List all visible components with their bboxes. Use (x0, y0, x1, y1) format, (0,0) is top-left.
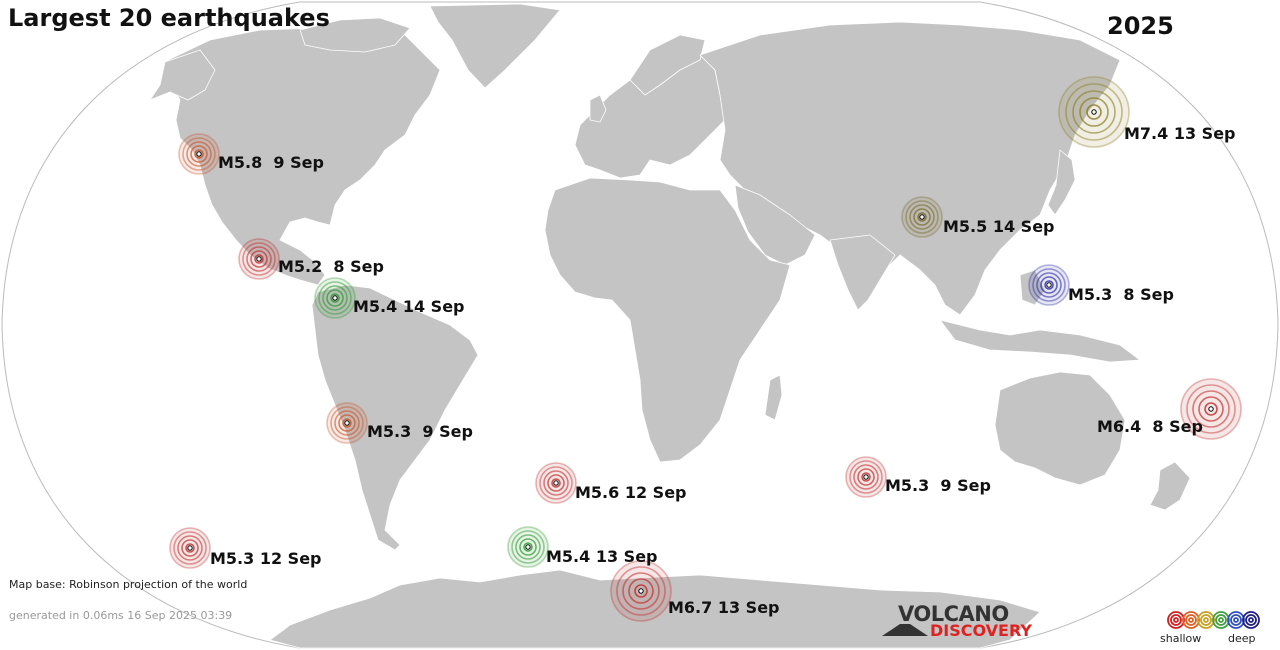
quake-marker[interactable] (314, 277, 356, 319)
land-australia (994, 371, 1126, 486)
legend-depth-circle (1197, 611, 1215, 629)
quake-label: M5.3 9 Sep (367, 422, 473, 441)
land-arctic-islands (299, 17, 411, 53)
land-greenland (429, 3, 561, 89)
legend-depth-circle (1227, 611, 1245, 629)
quake-label: M5.4 14 Sep (353, 297, 465, 316)
land-south-america (311, 284, 479, 551)
land-scandinavia (629, 34, 706, 96)
depth-legend-circles (1167, 611, 1260, 629)
quake-markers (169, 76, 1242, 622)
quake-marker[interactable] (535, 462, 577, 504)
map-base-note: Map base: Robinson projection of the wor… (9, 578, 248, 591)
legend-depth-circle (1242, 611, 1260, 629)
quake-marker[interactable] (507, 526, 549, 568)
quake-label: M5.3 12 Sep (210, 549, 322, 568)
quake-label: M6.4 8 Sep (1097, 417, 1203, 436)
land-alaska (149, 49, 216, 101)
volcano-discovery-logo[interactable]: VOLCANO DISCOVERY (880, 602, 1040, 642)
land-uk (589, 94, 607, 123)
land-masses (149, 3, 1191, 649)
generated-note: generated in 0.06ms 16 Sep 2025 03:39 (9, 609, 233, 622)
quake-label: M6.7 13 Sep (668, 598, 780, 617)
land-madagascar (764, 374, 783, 421)
quake-marker[interactable] (901, 196, 943, 238)
land-southeast-asia (939, 319, 1141, 363)
quake-label: M5.3 9 Sep (885, 476, 991, 495)
land-japan (1047, 149, 1076, 216)
quake-marker[interactable] (845, 456, 887, 498)
quake-label: M5.5 14 Sep (943, 217, 1055, 236)
quake-marker[interactable] (1058, 76, 1130, 148)
year-label: 2025 (1107, 12, 1174, 40)
quake-marker[interactable] (326, 402, 368, 444)
quake-marker[interactable] (169, 527, 211, 569)
legend-deep-label: deep (1228, 632, 1256, 645)
logo-text-volcano: VOLCANO (898, 602, 1009, 626)
land-arabia (734, 184, 816, 266)
land-new-zealand (1149, 461, 1191, 511)
land-antarctica (269, 569, 1041, 649)
quake-label: M5.6 12 Sep (575, 483, 687, 502)
quake-marker[interactable] (178, 133, 220, 175)
land-africa (544, 177, 791, 463)
quake-marker[interactable] (1028, 264, 1070, 306)
quake-marker[interactable] (610, 560, 672, 622)
legend-shallow-label: shallow (1160, 632, 1202, 645)
quake-label: M5.3 8 Sep (1068, 285, 1174, 304)
legend-depth-circle (1212, 611, 1230, 629)
quake-label: M7.4 13 Sep (1124, 124, 1236, 143)
legend-depth-circle (1182, 611, 1200, 629)
quake-label: M5.2 8 Sep (278, 257, 384, 276)
legend-depth-circle (1167, 611, 1185, 629)
quake-marker[interactable] (1180, 378, 1242, 440)
map-title: Largest 20 earthquakes (8, 4, 330, 32)
volcano-icon (882, 624, 928, 636)
logo-text-discovery: DISCOVERY (930, 621, 1033, 640)
depth-legend: shallow deep (1158, 608, 1268, 648)
land-india (829, 234, 896, 311)
quake-label: M5.8 9 Sep (218, 153, 324, 172)
land-north-america (161, 21, 441, 286)
quake-label: M5.4 13 Sep (546, 547, 658, 566)
quake-marker[interactable] (238, 238, 280, 280)
